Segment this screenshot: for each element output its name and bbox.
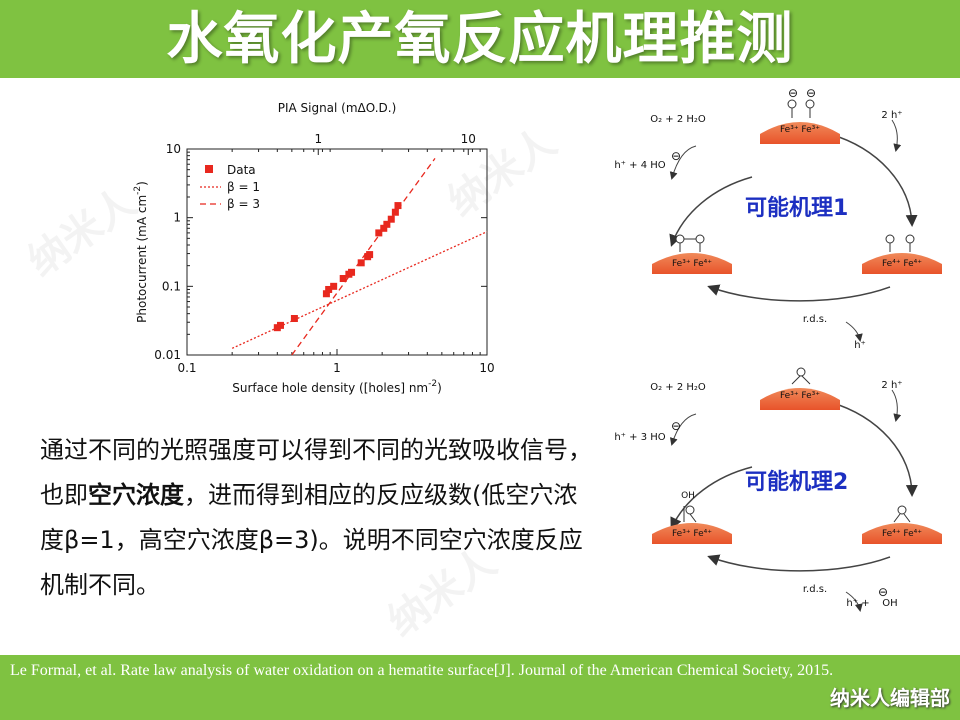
mechanism1-cycle — [669, 119, 918, 342]
x2-tick-label: 1 — [314, 132, 322, 146]
x-tick-label: 0.1 — [177, 361, 196, 375]
y-tick-label: 1 — [173, 211, 181, 225]
x-axis-label: Surface hole density ([holes] nm-2) — [232, 379, 442, 395]
mechanism2-bottom-oh: OH — [882, 598, 897, 609]
mechanism2-bottom-text: r.d.s. — [803, 584, 827, 595]
legend-label-beta1: β = 1 — [227, 180, 260, 194]
fit-line-beta1 — [231, 231, 488, 349]
mechanism1-top-slab: Fe³⁺ Fe³⁺ ⊖ ⊖ — [760, 86, 840, 144]
data-point — [380, 224, 388, 232]
mechanism1-left-text: h⁺ + 4 HO — [614, 160, 665, 171]
data-point — [394, 202, 402, 210]
data-point — [391, 208, 399, 216]
data-point — [276, 321, 284, 329]
data-point — [383, 220, 391, 228]
data-point — [325, 285, 333, 293]
y-axis-label: Photocurrent (mA cm-2) — [133, 181, 149, 323]
mechanism1-left-slab: Fe³⁺ Fe⁴⁺ — [652, 234, 732, 274]
minus-icon: ⊖ — [806, 86, 816, 100]
description-text-1: 通过不同的光照强度可以得到不同的光致吸收信号，也即 — [40, 436, 592, 509]
legend-label-beta3: β = 3 — [227, 197, 260, 211]
data-point — [330, 282, 338, 290]
description-bold: 空穴浓度 — [88, 481, 184, 509]
y-tick-label: 10 — [166, 142, 181, 156]
mechanism1-left-slab-label: Fe³⁺ Fe⁴⁺ — [672, 259, 712, 269]
y-tick-label: 0.1 — [162, 279, 181, 293]
x-tick-label: 1 — [333, 361, 341, 375]
mechanism-diagrams: Fe³⁺ Fe³⁺ ⊖ ⊖ Fe³⁺ Fe⁴⁺ Fe⁴⁺ Fe⁴⁺ O₂ + 2… — [614, 86, 942, 612]
minus-icon: ⊖ — [671, 149, 681, 163]
mechanism2-right-slab-label: Fe⁴⁺ Fe⁴⁺ — [882, 529, 922, 539]
mechanism2-top-left-text: O₂ + 2 H₂O — [650, 382, 706, 393]
citation: Le Formal, et al. Rate law analysis of w… — [10, 662, 834, 679]
minus-icon: ⊖ — [788, 86, 798, 100]
fit-line-beta3 — [291, 158, 436, 356]
mechanism2-left-text: h⁺ + 3 HO — [614, 432, 665, 443]
mechanism2-left-slab: OH Fe³⁺ Fe⁴⁺ — [652, 491, 732, 544]
legend-marker-data — [205, 165, 213, 173]
minus-icon: ⊖ — [878, 585, 888, 599]
data-point — [357, 259, 365, 267]
mechanism2-bottom-h: h⁺ + — [846, 598, 869, 609]
mechanism1-right-top-text: 2 h⁺ — [881, 110, 902, 121]
data-point — [290, 315, 298, 323]
x2-tick-label: 10 — [461, 132, 476, 146]
mechanism1-right-slab: Fe⁴⁺ Fe⁴⁺ — [862, 234, 942, 274]
page-title: 水氧化产氧反应机理推测 — [166, 7, 794, 72]
x2-axis-label: PIA Signal (mΔO.D.) — [278, 101, 397, 115]
brand-label: 纳米人编辑部 — [830, 686, 950, 710]
mechanism1-label: 可能机理1 — [745, 196, 849, 221]
data-point — [348, 268, 356, 276]
mechanism2-right-top-text: 2 h⁺ — [881, 380, 902, 391]
mechanism2-left-slab-label: Fe³⁺ Fe⁴⁺ — [672, 529, 712, 539]
data-point — [322, 290, 330, 298]
mechanism2-cycle — [669, 389, 918, 612]
data-point — [339, 275, 347, 283]
mechanism2-top-slab-label: Fe³⁺ Fe³⁺ — [780, 391, 820, 401]
y-tick-label: 0.01 — [154, 348, 181, 362]
mechanism1-top-slab-label: Fe³⁺ Fe³⁺ — [780, 125, 820, 135]
mechanism2-label: 可能机理2 — [745, 470, 849, 495]
mechanism2-oh-label: OH — [681, 491, 695, 501]
mechanism2-right-slab: Fe⁴⁺ Fe⁴⁺ — [862, 505, 942, 544]
x-axis-label-sup: -2 — [428, 379, 437, 389]
description-paragraph: 通过不同的光照强度可以得到不同的光致吸收信号，也即空穴浓度，进而得到相应的反应级… — [40, 428, 600, 608]
y-axis-label-end: ) — [135, 181, 149, 186]
title-bar — [0, 0, 960, 78]
mechanism1-right-slab-label: Fe⁴⁺ Fe⁴⁺ — [882, 259, 922, 269]
mechanism1-bottom-text: r.d.s. — [803, 314, 827, 325]
y-axis-label-sup: -2 — [133, 186, 143, 195]
data-point — [366, 251, 374, 259]
mechanism1-bottom-h: h⁺ — [854, 340, 866, 351]
minus-icon: ⊖ — [671, 419, 681, 433]
x-tick-label: 10 — [479, 361, 494, 375]
mechanism1-top-left-text: O₂ + 2 H₂O — [650, 114, 706, 125]
description-text-2: ，进而得到相应的反应级数(低空穴浓度β=1，高空穴浓度β=3)。说明不同空穴浓度… — [40, 481, 583, 599]
mechanism2-top-slab: Fe³⁺ Fe³⁺ — [760, 367, 840, 410]
footer-bar — [0, 655, 960, 720]
x-axis-label-end: ) — [437, 381, 442, 395]
data-point — [387, 215, 395, 223]
data-point — [375, 229, 383, 237]
legend-label-data: Data — [227, 163, 256, 177]
